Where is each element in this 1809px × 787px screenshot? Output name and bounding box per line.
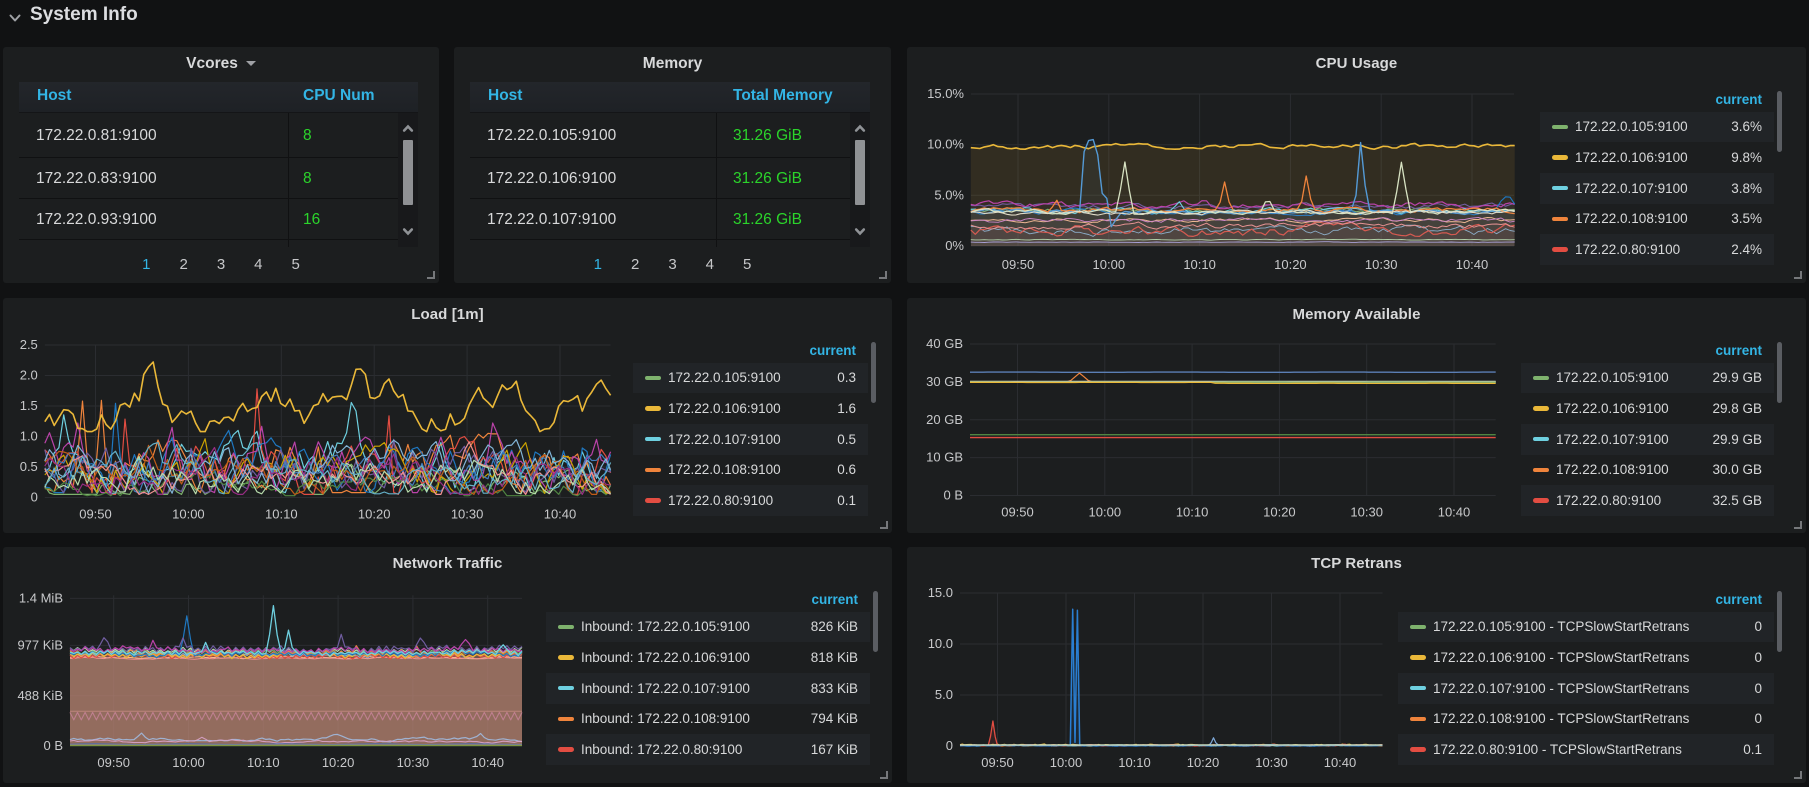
svg-text:10:20: 10:20 bbox=[358, 507, 391, 522]
svg-text:10:30: 10:30 bbox=[1350, 505, 1383, 520]
svg-text:10:00: 10:00 bbox=[172, 755, 205, 770]
svg-text:0: 0 bbox=[31, 490, 38, 505]
svg-text:10 GB: 10 GB bbox=[926, 450, 963, 465]
svg-text:09:50: 09:50 bbox=[79, 507, 112, 522]
svg-text:10:40: 10:40 bbox=[544, 507, 577, 522]
svg-text:5.0: 5.0 bbox=[935, 687, 953, 702]
svg-text:0 B: 0 B bbox=[943, 488, 963, 503]
svg-text:15.0: 15.0 bbox=[928, 585, 953, 600]
svg-text:10:10: 10:10 bbox=[1183, 257, 1216, 272]
svg-text:10.0%: 10.0% bbox=[927, 137, 964, 152]
svg-text:1.4 MiB: 1.4 MiB bbox=[19, 590, 63, 605]
svg-text:10:20: 10:20 bbox=[1274, 257, 1307, 272]
svg-text:09:50: 09:50 bbox=[1002, 257, 1035, 272]
svg-text:10:10: 10:10 bbox=[247, 755, 280, 770]
svg-text:1.5: 1.5 bbox=[20, 398, 38, 413]
svg-text:10:10: 10:10 bbox=[265, 507, 298, 522]
svg-text:0 B: 0 B bbox=[43, 738, 63, 753]
svg-text:10:40: 10:40 bbox=[1438, 505, 1471, 520]
svg-text:0: 0 bbox=[946, 738, 953, 753]
svg-text:0.5: 0.5 bbox=[20, 459, 38, 474]
svg-text:10:30: 10:30 bbox=[397, 755, 430, 770]
svg-text:5.0%: 5.0% bbox=[934, 187, 964, 202]
svg-text:10:00: 10:00 bbox=[1050, 755, 1083, 770]
svg-text:10:30: 10:30 bbox=[1365, 257, 1398, 272]
svg-text:10:30: 10:30 bbox=[1255, 755, 1288, 770]
svg-text:2.0: 2.0 bbox=[20, 368, 38, 383]
svg-text:10:00: 10:00 bbox=[172, 507, 205, 522]
svg-text:10:40: 10:40 bbox=[1456, 257, 1489, 272]
svg-text:10:20: 10:20 bbox=[322, 755, 355, 770]
svg-text:10:10: 10:10 bbox=[1176, 505, 1209, 520]
svg-text:10:30: 10:30 bbox=[451, 507, 484, 522]
svg-text:10:00: 10:00 bbox=[1089, 505, 1122, 520]
svg-text:10:20: 10:20 bbox=[1187, 755, 1220, 770]
svg-text:10:40: 10:40 bbox=[1324, 755, 1357, 770]
svg-text:40 GB: 40 GB bbox=[926, 336, 963, 351]
svg-text:0%: 0% bbox=[945, 238, 964, 253]
svg-text:20 GB: 20 GB bbox=[926, 412, 963, 427]
svg-text:488 KiB: 488 KiB bbox=[17, 688, 63, 703]
svg-text:10.0: 10.0 bbox=[928, 636, 953, 651]
svg-text:30 GB: 30 GB bbox=[926, 374, 963, 389]
svg-text:09:50: 09:50 bbox=[981, 755, 1014, 770]
svg-text:15.0%: 15.0% bbox=[927, 86, 964, 101]
svg-text:1.0: 1.0 bbox=[20, 429, 38, 444]
svg-text:10:40: 10:40 bbox=[471, 755, 504, 770]
svg-text:10:00: 10:00 bbox=[1093, 257, 1126, 272]
svg-text:10:20: 10:20 bbox=[1263, 505, 1296, 520]
svg-text:09:50: 09:50 bbox=[97, 755, 130, 770]
svg-text:09:50: 09:50 bbox=[1001, 505, 1034, 520]
svg-text:977 KiB: 977 KiB bbox=[17, 637, 63, 652]
svg-text:10:10: 10:10 bbox=[1118, 755, 1151, 770]
svg-text:2.5: 2.5 bbox=[20, 337, 38, 352]
